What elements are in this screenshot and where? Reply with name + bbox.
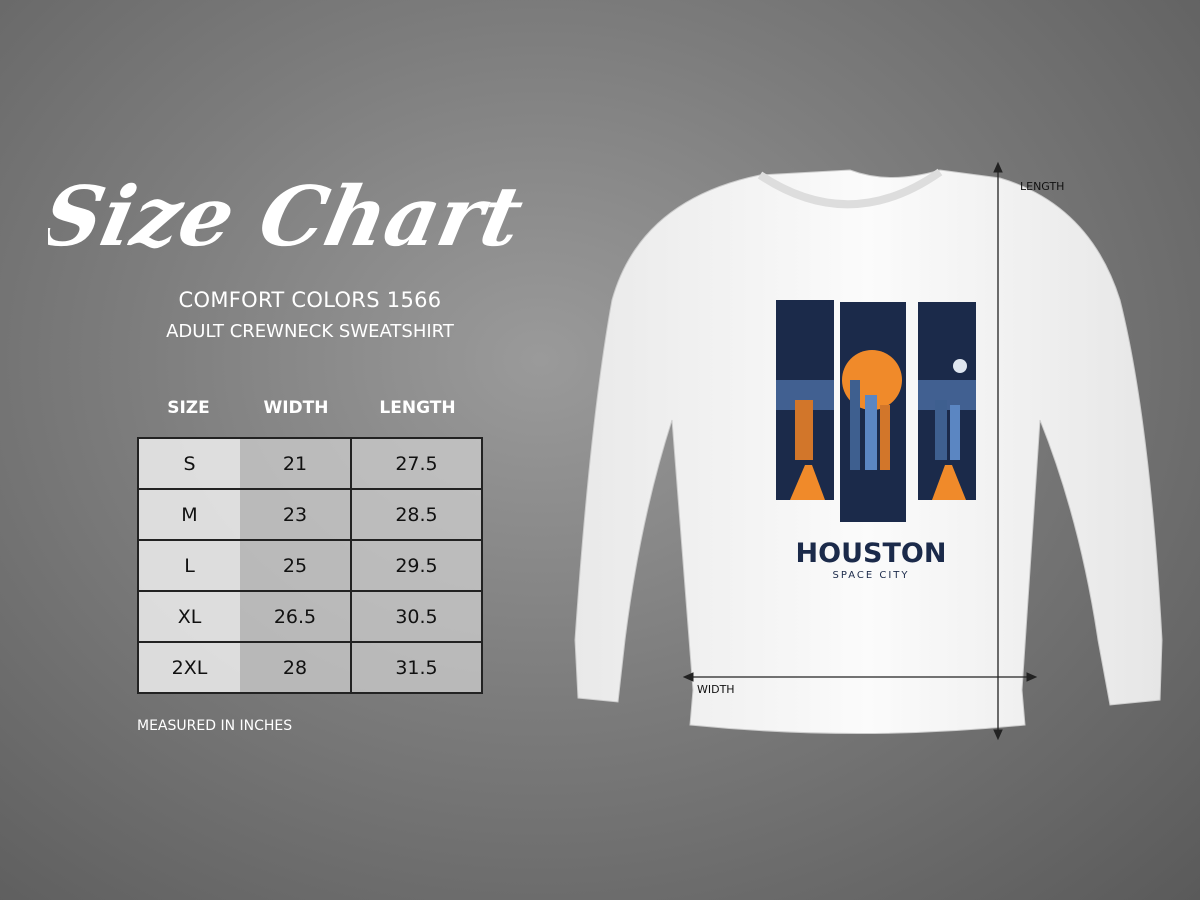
table-row: M 23 28.5 bbox=[137, 488, 483, 541]
svg-text:SPACE CITY: SPACE CITY bbox=[832, 570, 909, 581]
header-length: LENGTH bbox=[379, 398, 456, 418]
length-cell: 31.5 bbox=[350, 641, 483, 694]
table-row: XL 26.5 30.5 bbox=[137, 590, 483, 643]
table-row: S 21 27.5 bbox=[137, 437, 483, 490]
header-size: SIZE bbox=[167, 398, 210, 418]
table-row: 2XL 28 31.5 bbox=[137, 641, 483, 694]
width-cell: 26.5 bbox=[240, 590, 352, 643]
size-table: S 21 27.5 M 23 28.5 L 25 29.5 XL 26.5 30.5 2XL 28 31.5 bbox=[137, 437, 483, 694]
svg-text:HOUSTON: HOUSTON bbox=[796, 538, 947, 569]
width-cell: 23 bbox=[240, 488, 352, 541]
size-cell: S bbox=[137, 437, 240, 490]
product-type: ADULT CREWNECK SWEATSHIRT bbox=[166, 321, 454, 342]
width-arrow bbox=[682, 672, 1038, 682]
width-cell: 21 bbox=[240, 437, 352, 490]
width-cell: 28 bbox=[240, 641, 352, 694]
size-chart-title: Size Chart bbox=[48, 168, 531, 265]
size-cell: M bbox=[137, 488, 240, 541]
unit-note: MEASURED IN INCHES bbox=[137, 718, 293, 734]
length-label: LENGTH bbox=[1020, 180, 1065, 193]
size-cell: 2XL bbox=[137, 641, 240, 694]
planet bbox=[953, 359, 967, 373]
length-cell: 30.5 bbox=[350, 590, 483, 643]
svg-text:Size Chart: Size Chart bbox=[48, 168, 531, 265]
length-arrow bbox=[993, 161, 1003, 741]
header-width: WIDTH bbox=[263, 398, 329, 418]
length-cell: 28.5 bbox=[350, 488, 483, 541]
size-cell: L bbox=[137, 539, 240, 592]
width-label: WIDTH bbox=[697, 683, 735, 696]
brand-model: COMFORT COLORS 1566 bbox=[178, 288, 442, 312]
table-header: SIZE WIDTH LENGTH bbox=[137, 398, 483, 418]
length-cell: 27.5 bbox=[350, 437, 483, 490]
length-cell: 29.5 bbox=[350, 539, 483, 592]
table-row: L 25 29.5 bbox=[137, 539, 483, 592]
houston-print: HOUSTON SPACE CITY bbox=[776, 300, 976, 581]
size-cell: XL bbox=[137, 590, 240, 643]
width-cell: 25 bbox=[240, 539, 352, 592]
